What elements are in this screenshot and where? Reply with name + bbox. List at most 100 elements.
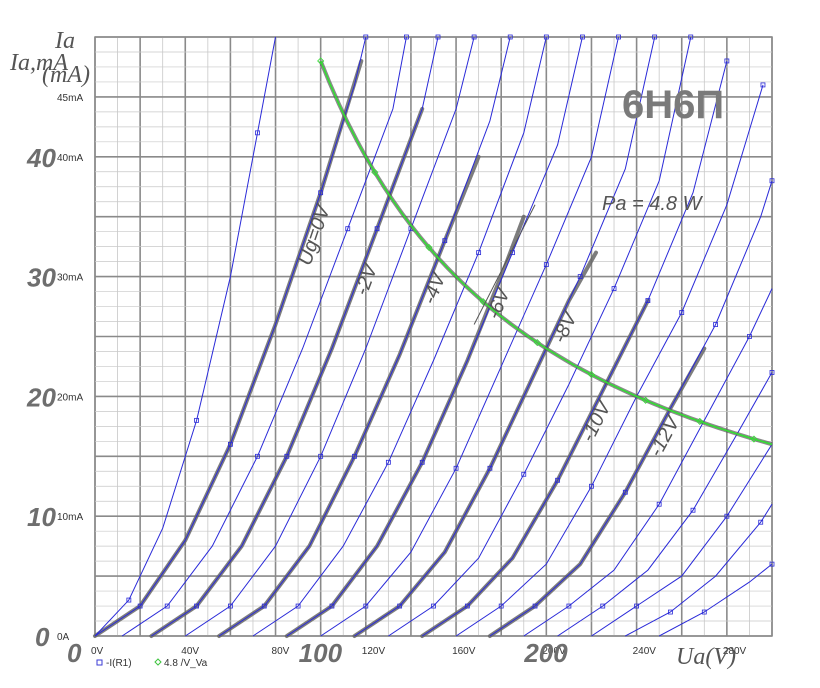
model-point	[255, 453, 260, 459]
model-point	[688, 34, 694, 40]
model-point	[622, 489, 628, 495]
model-point	[164, 603, 170, 609]
model-point	[404, 34, 409, 40]
model-point	[555, 477, 561, 483]
legend-entry: 4.8 /V_Va	[164, 658, 208, 669]
y-tick-label: 40mA	[57, 153, 83, 164]
pa-point	[533, 339, 541, 347]
model-point	[679, 310, 685, 315]
model-point	[318, 190, 324, 196]
model-point	[690, 507, 696, 513]
model-point	[611, 286, 617, 291]
model-point	[385, 459, 391, 465]
pa-point	[696, 417, 704, 425]
model-point	[724, 58, 730, 64]
model-point	[769, 178, 775, 184]
model-curve-ug-1	[121, 36, 407, 637]
pa-point	[317, 57, 325, 65]
model-point	[645, 298, 651, 303]
model-point	[295, 603, 301, 609]
pa-label: Pa = 4.8 W	[602, 193, 704, 215]
model-point	[656, 501, 662, 507]
model-point	[769, 370, 775, 375]
model-point	[471, 34, 477, 40]
y-axis-label-line2: (mA)	[42, 62, 90, 88]
model-point	[194, 603, 199, 609]
model-point	[747, 334, 752, 339]
model-point	[600, 603, 606, 609]
model-curve-ug-15	[591, 444, 773, 637]
model-curve-ug-3	[185, 36, 475, 637]
y-tick-label: 45mA	[57, 93, 83, 104]
curves-layer	[93, 34, 775, 638]
x-big-tick-label: 100	[299, 638, 343, 668]
x-big-tick-label: 200	[523, 638, 568, 668]
pa-leader-line	[473, 204, 536, 325]
model-point	[227, 603, 233, 609]
pa-point	[479, 298, 487, 306]
model-point	[345, 226, 351, 232]
model-point	[713, 322, 718, 327]
model-point	[668, 609, 673, 615]
model-point	[284, 453, 290, 459]
model-point	[616, 34, 621, 40]
pa-point	[642, 396, 650, 404]
x-tick-label: 120V	[362, 646, 386, 657]
model-curve-ug-13	[523, 288, 773, 637]
y-big-tick-label: 40	[26, 143, 56, 173]
x-tick-label: 160V	[452, 646, 476, 657]
model-point	[543, 34, 549, 40]
model-curve-ug0	[94, 36, 367, 637]
y-tick-label: 0A	[57, 632, 70, 643]
x-tick-label: 280V	[723, 646, 747, 657]
model-point	[487, 465, 493, 471]
model-point	[397, 603, 403, 609]
model-point	[363, 34, 369, 40]
model-point	[769, 561, 775, 567]
model-point	[580, 34, 585, 40]
model-point	[453, 465, 459, 471]
model-point	[194, 417, 199, 423]
tube-title: 6Н6П	[622, 83, 724, 127]
model-point	[126, 597, 132, 603]
y-big-tick-label: 30	[27, 263, 56, 293]
model-point	[532, 603, 538, 609]
model-point	[577, 274, 583, 280]
model-point	[419, 459, 425, 465]
model-curve-ug-8	[354, 36, 656, 637]
model-curve-ug-6	[286, 36, 583, 637]
model-curve-ug-2	[151, 36, 439, 637]
pa-point	[371, 168, 379, 176]
model-point	[442, 238, 448, 244]
pa-point	[750, 435, 758, 443]
legend-marker-diamond	[154, 658, 162, 666]
model-point	[255, 130, 260, 136]
model-point	[431, 603, 436, 609]
model-point	[476, 250, 482, 256]
y-big-tick-label: 20	[26, 382, 56, 412]
model-curve-ug-4	[218, 36, 511, 637]
x-tick-label: 80V	[272, 646, 290, 657]
model-point	[543, 262, 549, 268]
model-point	[352, 453, 357, 459]
legend: -I(R1) 4.8 /V_Va	[96, 658, 208, 669]
model-point	[318, 453, 324, 459]
model-point	[363, 603, 369, 609]
model-point	[758, 519, 764, 525]
model-curve-ug-7	[320, 36, 619, 637]
model-point	[701, 609, 707, 615]
x-tick-label: 40V	[181, 646, 199, 657]
x-tick-label: 240V	[633, 646, 657, 657]
model-curve-ug-17	[658, 563, 773, 637]
y-big-tick-label: 10	[27, 502, 56, 532]
model-point	[261, 603, 267, 609]
model-point	[724, 513, 730, 519]
model-point	[589, 483, 594, 489]
legend-marker-square	[96, 659, 103, 666]
model-point	[464, 603, 470, 609]
model-curve-ug-16	[625, 503, 773, 637]
model-point	[652, 34, 658, 40]
model-point	[634, 603, 639, 609]
pa-point	[425, 243, 433, 252]
